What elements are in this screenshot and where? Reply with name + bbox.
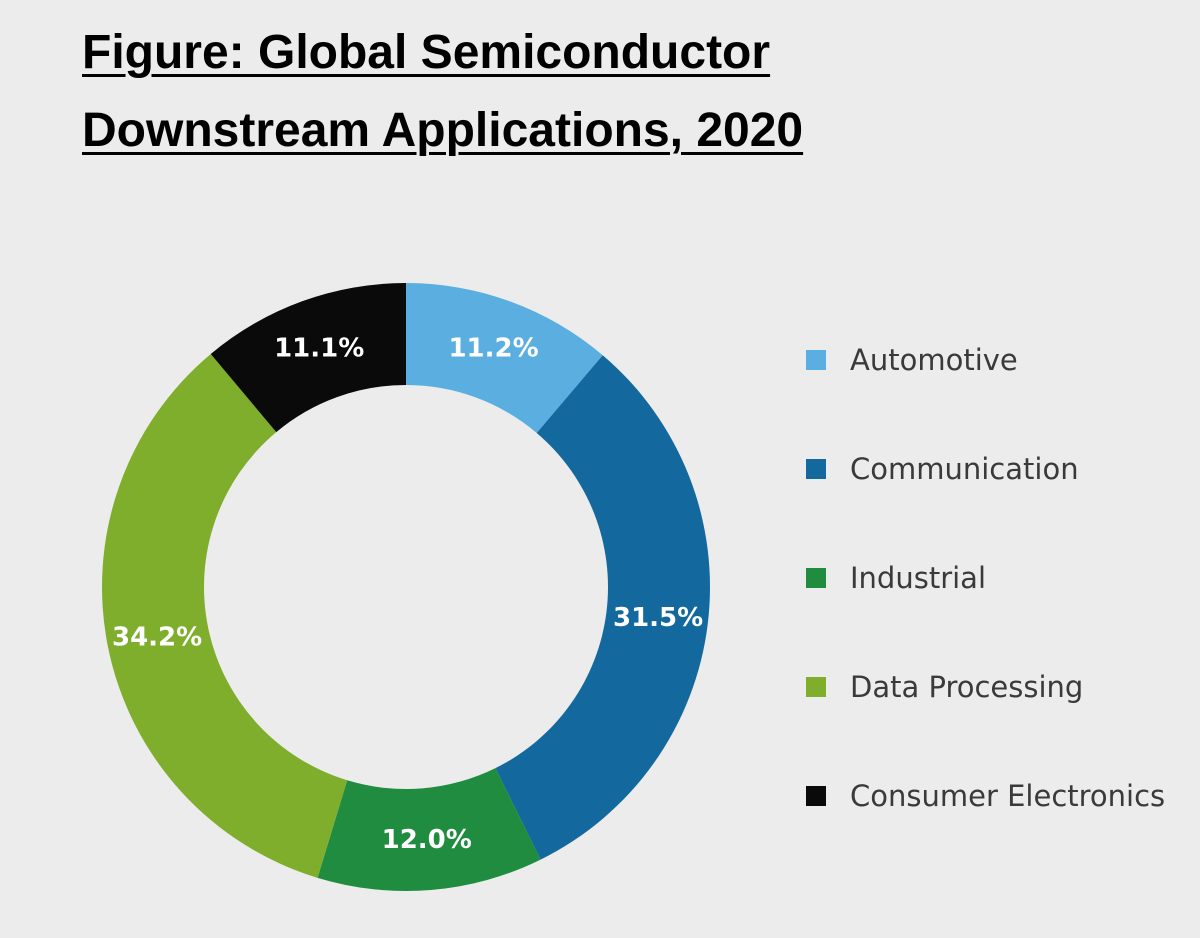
legend-item-consumer-electronics: Consumer Electronics	[806, 776, 1165, 816]
legend-swatch-consumer-electronics	[806, 786, 826, 806]
legend-item-automotive: Automotive	[806, 340, 1018, 380]
chart-title-line-1: Figure: Global Semiconductor	[82, 26, 771, 79]
legend-label-consumer-electronics: Consumer Electronics	[850, 779, 1166, 813]
slice-automotive	[406, 283, 603, 433]
slice-industrial	[317, 768, 541, 891]
legend-swatch-automotive	[806, 350, 826, 370]
legend-label-data-processing: Data Processing	[850, 670, 1084, 704]
legend-item-industrial: Industrial	[806, 558, 986, 598]
slice-label-data-processing: 34.2%	[112, 623, 202, 653]
slice-label-automotive: 11.2%	[448, 334, 538, 364]
legend-label-automotive: Automotive	[850, 343, 1018, 377]
slice-data-processing	[101, 353, 348, 878]
legend-swatch-communication	[806, 459, 826, 479]
slice-label-industrial: 12.0%	[382, 825, 472, 855]
slice-label-consumer-electronics: 11.1%	[274, 333, 364, 363]
slice-consumer-electronics	[210, 283, 406, 433]
chart-title-line-2: Downstream Applications, 2020	[82, 104, 804, 157]
chart-title: Figure: Global Semiconductor Downstream …	[82, 14, 803, 170]
legend-label-industrial: Industrial	[850, 561, 987, 595]
legend-swatch-data-processing	[806, 677, 826, 697]
slice-communication	[495, 355, 711, 860]
legend-item-data-processing: Data Processing	[806, 667, 1083, 707]
slice-label-communication: 31.5%	[613, 603, 703, 633]
legend-swatch-industrial	[806, 568, 826, 588]
legend-item-communication: Communication	[806, 449, 1079, 489]
legend-label-communication: Communication	[850, 452, 1079, 486]
